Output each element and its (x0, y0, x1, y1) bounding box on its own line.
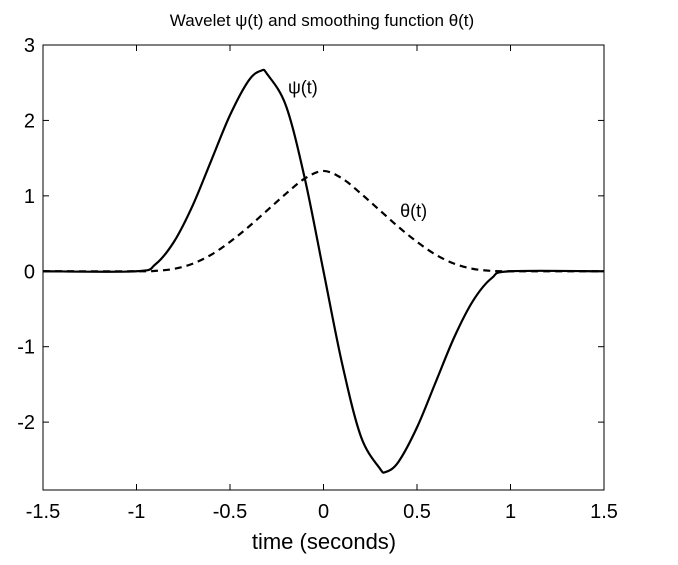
x-tick-label: 1 (505, 501, 516, 523)
x-tick-label: -1 (128, 501, 146, 523)
y-tick-label: 0 (24, 261, 35, 283)
chart-title: Wavelet ψ(t) and smoothing function θ(t) (170, 11, 474, 30)
x-tick-label: -0.5 (213, 501, 247, 523)
theta-series-line (42, 169, 605, 273)
axis-ticks: -1.5 -1 -0.5 0 0.5 1 1.5 -2 -1 0 1 2 3 (17, 35, 618, 523)
series-lines (42, 68, 605, 474)
theta-annotation: θ(t) (400, 201, 427, 221)
x-tick-label: 0 (318, 501, 329, 523)
y-tick-label: -2 (17, 412, 35, 434)
psi-annotation: ψ(t) (288, 77, 318, 97)
y-tick-label: 3 (24, 35, 35, 57)
y-tick-label: 1 (24, 186, 35, 208)
annotations: ψ(t) θ(t) (288, 77, 427, 221)
psi-series-line (42, 68, 605, 474)
x-tick-label: 1.5 (590, 501, 618, 523)
x-axis-title: time (seconds) (252, 529, 396, 554)
x-tick-label: 0.5 (403, 501, 431, 523)
y-tick-label: 2 (24, 110, 35, 132)
y-tick-label: -1 (17, 337, 35, 359)
x-tick-label: -1.5 (26, 501, 60, 523)
